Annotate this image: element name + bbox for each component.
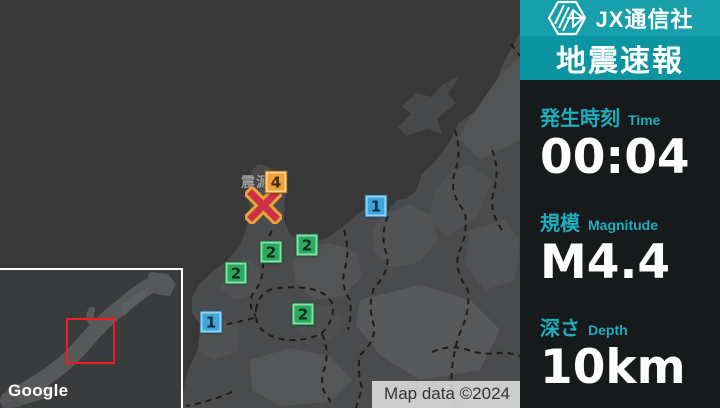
magnitude-value: M4.4 [540,234,671,290]
depth-value: 10km [540,339,686,395]
intensity-marker-4: 4 [265,171,287,193]
magnitude-group: 規模 Magnitude M4.4 [540,207,720,289]
info-panel: JX通信社 地震速報 発生時刻 Time 00:04 規模 Magnitude … [520,0,720,408]
intensity-marker-1: 1 [200,311,222,333]
alert-title: 地震速報 [556,45,684,78]
inset-locator-map [0,268,183,408]
magnitude-label-jp: 規模 [540,212,580,235]
intensity-marker-2: 2 [260,241,282,263]
inset-highlight-rect [66,318,115,364]
epicenter-label: 震源 [241,174,271,190]
origin-time-value: 00:04 [540,130,690,185]
jx-press-logo-icon [547,0,586,36]
magnitude-label-en: Magnitude [588,216,658,233]
map-attribution: Map data ©2024 [372,381,520,408]
depth-group: 深さ Depth 10km [540,312,720,394]
intensity-marker-1: 1 [365,195,387,217]
epicenter-x-icon [245,187,282,224]
brand-header: JX通信社 [520,0,720,36]
inset-map-svg [0,270,181,408]
intensity-marker-2: 2 [292,303,314,325]
intensity-marker-2: 2 [296,234,318,256]
time-label-en: Time [628,112,661,128]
origin-time-group: 発生時刻 Time 00:04 [540,102,720,184]
quake-details: 発生時刻 Time 00:04 規模 Magnitude M4.4 深さ Dep… [520,80,720,408]
depth-label-jp: 深さ [540,317,580,340]
intensity-marker-2: 2 [225,262,247,284]
time-label-jp: 発生時刻 [540,108,620,130]
google-logo[interactable]: Google [8,381,69,400]
map[interactable]: 震源 4 1 2 2 2 2 1 [0,0,520,408]
alert-title-band: 地震速報 [520,36,720,80]
brand-name: JX通信社 [595,7,694,32]
depth-label-en: Depth [588,321,628,338]
